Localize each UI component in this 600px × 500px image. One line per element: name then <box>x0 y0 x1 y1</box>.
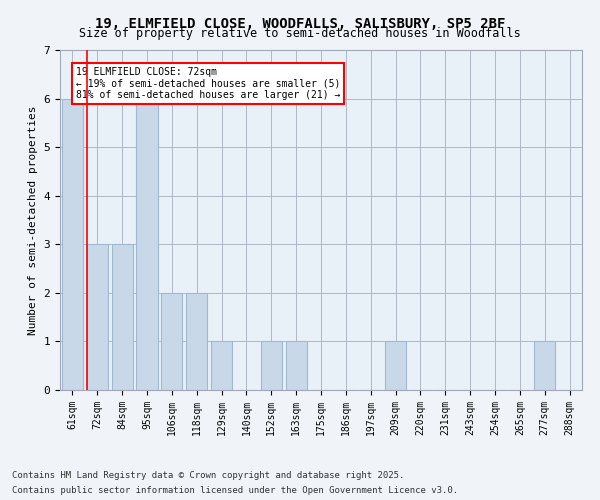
Y-axis label: Number of semi-detached properties: Number of semi-detached properties <box>28 106 38 335</box>
Text: Size of property relative to semi-detached houses in Woodfalls: Size of property relative to semi-detach… <box>79 28 521 40</box>
Bar <box>112 244 133 390</box>
Text: 19, ELMFIELD CLOSE, WOODFALLS, SALISBURY, SP5 2BF: 19, ELMFIELD CLOSE, WOODFALLS, SALISBURY… <box>95 18 505 32</box>
Bar <box>534 342 555 390</box>
Bar <box>211 342 232 390</box>
Bar <box>87 244 108 390</box>
Text: Contains HM Land Registry data © Crown copyright and database right 2025.: Contains HM Land Registry data © Crown c… <box>12 471 404 480</box>
Bar <box>136 98 158 390</box>
Bar <box>186 293 207 390</box>
Bar <box>161 293 182 390</box>
Bar <box>62 98 83 390</box>
Bar <box>286 342 307 390</box>
Text: 19 ELMFIELD CLOSE: 72sqm
← 19% of semi-detached houses are smaller (5)
81% of se: 19 ELMFIELD CLOSE: 72sqm ← 19% of semi-d… <box>76 67 341 100</box>
Bar <box>261 342 282 390</box>
Text: Contains public sector information licensed under the Open Government Licence v3: Contains public sector information licen… <box>12 486 458 495</box>
Bar <box>385 342 406 390</box>
